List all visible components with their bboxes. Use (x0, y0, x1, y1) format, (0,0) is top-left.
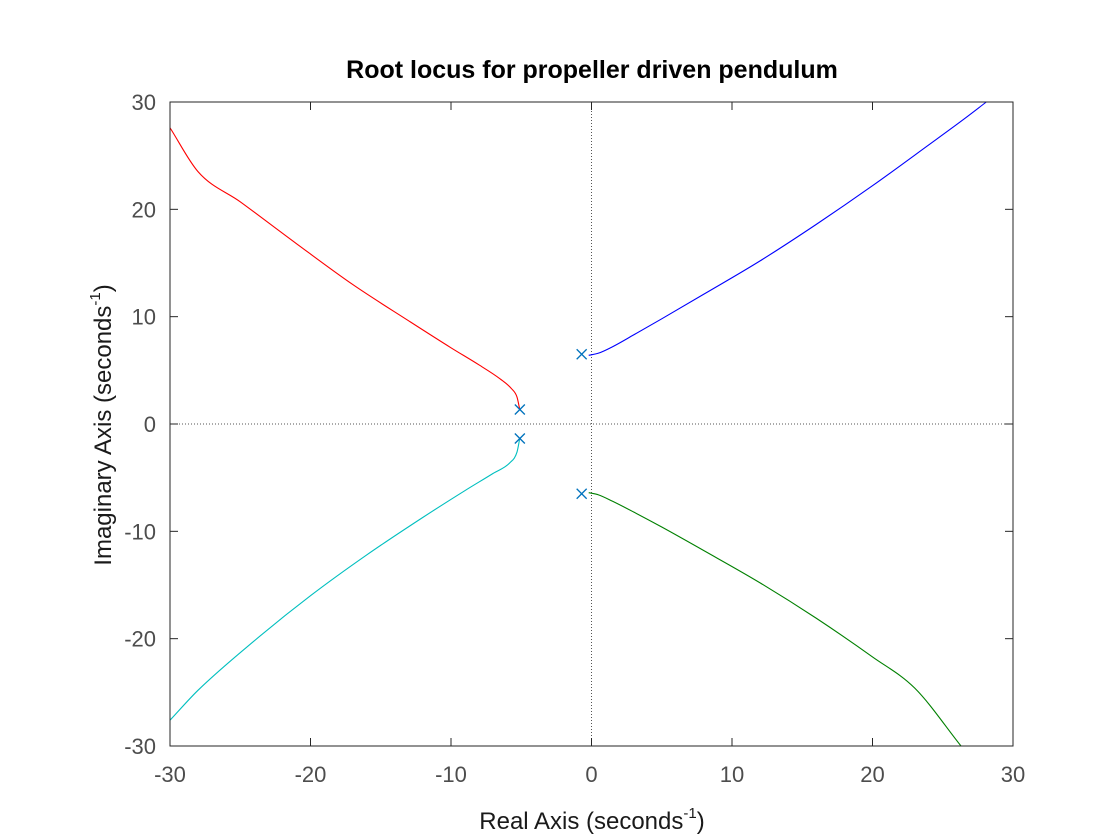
x-axis-label: Real Axis (seconds-1) (479, 805, 704, 835)
x-tick-label: -30 (154, 762, 186, 787)
pole-marker-2 (576, 488, 588, 500)
x-axis-label-main: Real Axis (seconds (479, 808, 683, 835)
y-tick-label: 20 (132, 197, 156, 222)
chart-title: Root locus for propeller driven pendulum (346, 56, 838, 84)
y-tick-label: 0 (144, 412, 156, 437)
locus-branch-4 (169, 437, 521, 721)
locus-branch-2 (588, 492, 962, 747)
pole-markers (514, 348, 588, 500)
y-axis-label: Imaginary Axis (seconds-1) (87, 284, 117, 565)
pole-marker-4 (514, 433, 526, 444)
pole-marker-stroke (576, 348, 588, 360)
x-tick-label: 10 (720, 762, 744, 787)
pole-marker-stroke (514, 404, 526, 415)
x-tick-label: -10 (435, 762, 467, 787)
x-tick-label: 20 (860, 762, 884, 787)
reference-lines (170, 102, 1013, 746)
pole-marker-stroke (514, 433, 526, 444)
y-tick-label: -20 (124, 627, 156, 652)
y-axis-label-end: ) (90, 284, 117, 292)
x-tick-label: 0 (585, 762, 597, 787)
pole-marker-stroke (576, 488, 588, 500)
pole-marker-1 (576, 348, 588, 360)
y-axis-label-superscript: -1 (87, 292, 104, 305)
axis-ticks: -30 -20 -10 0 10 20 30 -30 -20 -10 0 10 20 30 (124, 90, 1025, 787)
x-tick-label: 30 (1001, 762, 1025, 787)
locus-branches (169, 101, 987, 747)
pole-marker-3 (514, 404, 526, 415)
x-axis-label-superscript: -1 (683, 805, 696, 822)
y-tick-label: -10 (124, 519, 156, 544)
y-tick-label: 30 (132, 90, 156, 115)
locus-branch-3 (169, 127, 521, 411)
y-axis-label-main: Imaginary Axis (seconds (90, 306, 117, 566)
x-tick-label: -20 (295, 762, 327, 787)
y-tick-label: 10 (132, 305, 156, 330)
locus-branch-1 (588, 101, 987, 356)
y-tick-label: -30 (124, 734, 156, 759)
x-axis-label-end: ) (697, 808, 705, 835)
